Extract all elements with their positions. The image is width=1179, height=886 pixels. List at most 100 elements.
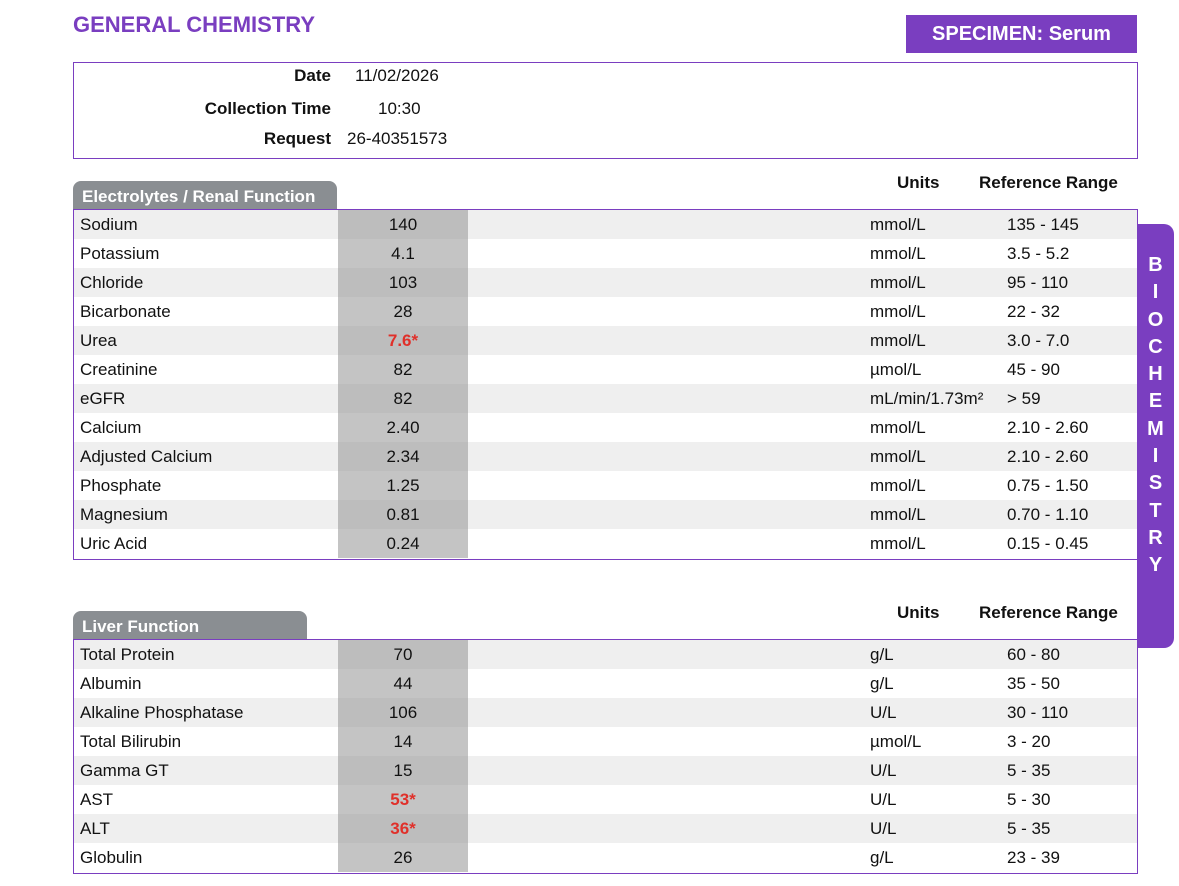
result-row: Magnesium 0.81 mmol/L 0.70 - 1.10 xyxy=(74,500,1137,529)
test-unit: mmol/L xyxy=(870,476,926,495)
test-result: 14 xyxy=(338,727,468,756)
result-row: eGFR 82 mL/min/1.73m² > 59 xyxy=(74,384,1137,413)
test-unit: mL/min/1.73m² xyxy=(870,389,984,408)
test-name: Calcium xyxy=(80,418,142,437)
units-header: Units xyxy=(897,603,940,622)
test-name: Alkaline Phosphatase xyxy=(80,703,244,722)
section-tab: Electrolytes / Renal Function xyxy=(73,181,337,209)
side-tab-text: BIOCHEMISTRY xyxy=(1147,254,1164,577)
test-result: 82 xyxy=(338,355,468,384)
test-unit: mmol/L xyxy=(870,302,926,321)
test-range: 23 - 39 xyxy=(1007,848,1060,867)
test-unit: mmol/L xyxy=(870,244,926,263)
test-name: Chloride xyxy=(80,273,144,292)
test-name: eGFR xyxy=(80,389,126,408)
test-result: 1.25 xyxy=(338,471,468,500)
result-row: Uric Acid 0.24 mmol/L 0.15 - 0.45 xyxy=(74,529,1137,558)
test-unit: g/L xyxy=(870,848,894,867)
test-unit: mmol/L xyxy=(870,505,926,524)
test-name: Urea xyxy=(80,331,117,350)
test-unit: µmol/L xyxy=(870,360,922,379)
test-range: 30 - 110 xyxy=(1007,703,1069,722)
test-name: Globulin xyxy=(80,848,143,867)
result-row: Phosphate 1.25 mmol/L 0.75 - 1.50 xyxy=(74,471,1137,500)
test-range: 5 - 35 xyxy=(1007,761,1051,780)
specimen-badge: SPECIMEN: Serum xyxy=(906,15,1137,53)
test-unit: U/L xyxy=(870,761,897,780)
info-label: Request xyxy=(263,129,331,148)
test-result: 2.34 xyxy=(338,442,468,471)
info-label: Collection Time xyxy=(204,99,331,118)
test-result: 4.1 xyxy=(338,239,468,268)
result-row: Sodium 140 mmol/L 135 - 145 xyxy=(74,210,1137,239)
test-range: 2.10 - 2.60 xyxy=(1007,418,1089,437)
result-row: Albumin 44 g/L 35 - 50 xyxy=(74,669,1137,698)
test-unit: mmol/L xyxy=(870,273,926,292)
result-row: Total Bilirubin 14 µmol/L 3 - 20 xyxy=(74,727,1137,756)
test-result: 7.6* xyxy=(338,326,468,355)
test-range: 35 - 50 xyxy=(1007,674,1060,693)
test-range: 0.75 - 1.50 xyxy=(1007,476,1089,495)
result-row: Total Protein 70 g/L 60 - 80 xyxy=(74,640,1137,669)
result-row: Creatinine 82 µmol/L 45 - 90 xyxy=(74,355,1137,384)
test-range: 3.5 - 5.2 xyxy=(1007,244,1070,263)
result-row: Alkaline Phosphatase 106 U/L 30 - 110 xyxy=(74,698,1137,727)
test-name: Bicarbonate xyxy=(80,302,171,321)
test-name: Uric Acid xyxy=(80,534,148,553)
test-result: 44 xyxy=(338,669,468,698)
test-result: 2.40 xyxy=(338,413,468,442)
test-name: Albumin xyxy=(80,674,142,693)
test-unit: g/L xyxy=(870,674,894,693)
test-name: Total Protein xyxy=(80,645,175,664)
result-row: AST 53* U/L 5 - 30 xyxy=(74,785,1137,814)
test-result: 140 xyxy=(338,210,468,239)
result-row: Chloride 103 mmol/L 95 - 110 xyxy=(74,268,1137,297)
test-result: 106 xyxy=(338,698,468,727)
test-name: ALT xyxy=(80,819,110,838)
test-range: 0.70 - 1.10 xyxy=(1007,505,1089,524)
results-table: Total Protein 70 g/L 60 - 80 Albumin 44 g/L 35 … xyxy=(73,639,1138,874)
test-name: Potassium xyxy=(80,244,160,263)
test-result: 70 xyxy=(338,640,468,669)
range-header: Reference Range xyxy=(979,173,1118,192)
side-tab: BIOCHEMISTRY xyxy=(1137,224,1174,648)
test-range: 60 - 80 xyxy=(1007,645,1060,664)
report-title: GENERAL CHEMISTRY xyxy=(73,12,316,37)
result-row: Globulin 26 g/L 23 - 39 xyxy=(74,843,1137,872)
test-name: Gamma GT xyxy=(80,761,169,780)
test-range: 2.10 - 2.60 xyxy=(1007,447,1089,466)
units-header: Units xyxy=(897,173,940,192)
result-row: Calcium 2.40 mmol/L 2.10 - 2.60 xyxy=(74,413,1137,442)
test-name: Phosphate xyxy=(80,476,162,495)
test-unit: U/L xyxy=(870,703,897,722)
test-name: Adjusted Calcium xyxy=(80,447,213,466)
test-range: 95 - 110 xyxy=(1007,273,1069,292)
test-result: 15 xyxy=(338,756,468,785)
info-value: 26-40351573 xyxy=(347,129,448,148)
result-row: Potassium 4.1 mmol/L 3.5 - 5.2 xyxy=(74,239,1137,268)
test-unit: mmol/L xyxy=(870,418,926,437)
test-result: 0.24 xyxy=(338,529,468,558)
test-range: 3 - 20 xyxy=(1007,732,1051,751)
test-unit: mmol/L xyxy=(870,447,926,466)
test-unit: µmol/L xyxy=(870,732,922,751)
test-range: 0.15 - 0.45 xyxy=(1007,534,1089,553)
test-result: 0.81 xyxy=(338,500,468,529)
results-table: Sodium 140 mmol/L 135 - 145 Potassium 4.1 mmol… xyxy=(73,209,1138,560)
test-range: > 59 xyxy=(1007,389,1041,408)
test-result: 28 xyxy=(338,297,468,326)
test-name: Creatinine xyxy=(80,360,158,379)
test-result: 82 xyxy=(338,384,468,413)
test-name: Magnesium xyxy=(80,505,168,524)
test-name: AST xyxy=(80,790,114,809)
test-range: 5 - 35 xyxy=(1007,819,1051,838)
test-unit: mmol/L xyxy=(870,331,926,350)
test-unit: mmol/L xyxy=(870,215,926,234)
test-unit: U/L xyxy=(870,790,897,809)
test-unit: g/L xyxy=(870,645,894,664)
test-unit: mmol/L xyxy=(870,534,926,553)
result-row: Adjusted Calcium 2.34 mmol/L 2.10 - 2.60 xyxy=(74,442,1137,471)
section-tab: Liver Function xyxy=(73,611,307,639)
info-value: 10:30 xyxy=(378,99,421,118)
